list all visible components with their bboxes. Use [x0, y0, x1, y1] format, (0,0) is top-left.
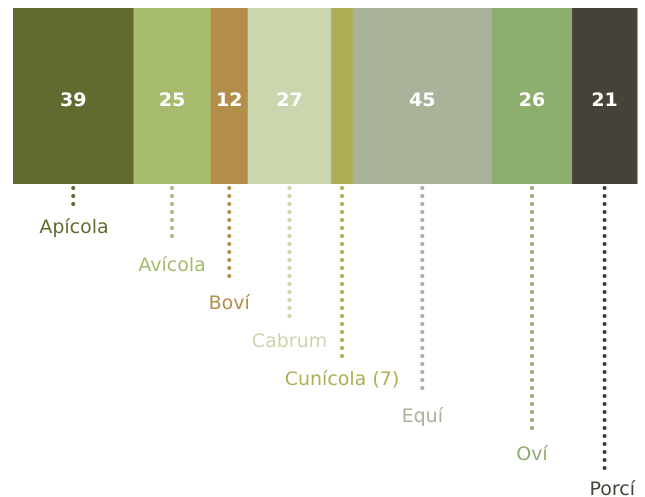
- bar-segment-ovi: [491, 8, 573, 184]
- value-label-bovi: 12: [216, 89, 242, 111]
- category-label-equi: Equí: [402, 405, 444, 427]
- category-label-apicola: Apícola: [39, 216, 108, 238]
- value-label-ovi: 26: [519, 89, 545, 111]
- bar-segment-avicola: [133, 8, 212, 184]
- category-label-bovi: Boví: [209, 292, 251, 314]
- category-label-ovi: Oví: [516, 443, 548, 465]
- bar-segment-cunicola-7: [331, 8, 354, 184]
- leader-line-group: [71, 186, 607, 472]
- value-label-apicola: 39: [60, 89, 86, 111]
- bar-group: 39 25 12 27 45 26 21: [13, 8, 638, 184]
- bar-segment-equi: [352, 8, 493, 184]
- value-label-equi: 45: [409, 89, 435, 111]
- value-label-avicola: 25: [159, 89, 185, 111]
- bar-segment-cabrum: [247, 8, 332, 184]
- bar-segment-bovi: [210, 8, 249, 184]
- category-label-cunicola-7: Cunícola (7): [285, 368, 400, 390]
- category-label-avicola: Avícola: [138, 254, 205, 276]
- bar-segment-porci: [572, 8, 638, 184]
- bar-segment-apicola: [13, 8, 134, 184]
- category-label-cabrum: Cabrum: [252, 330, 327, 352]
- value-label-cabrum: 27: [276, 89, 302, 111]
- category-label-porci: Porcí: [589, 478, 635, 497]
- value-label-porci: 21: [591, 89, 617, 111]
